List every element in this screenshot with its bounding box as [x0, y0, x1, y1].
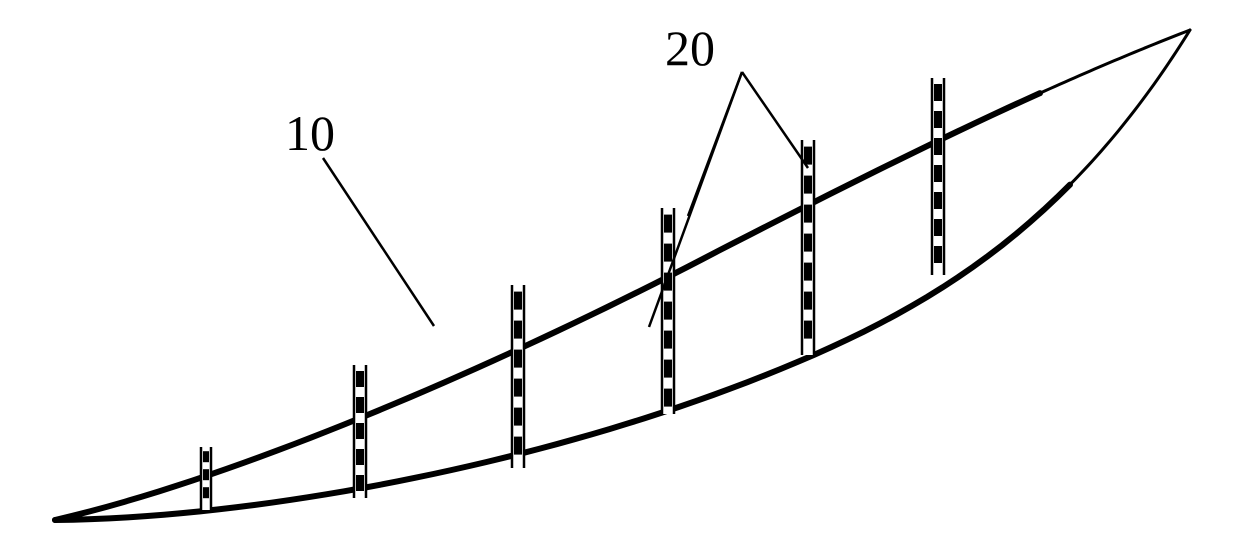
rib-dash: [804, 176, 812, 194]
rib-dash: [934, 84, 942, 101]
rib-dash: [804, 205, 812, 223]
rib-dash: [804, 292, 812, 310]
rib-4: [662, 208, 674, 414]
rib-dash: [934, 111, 942, 128]
rib-dash: [203, 487, 209, 498]
labels-group: 10 20: [285, 20, 808, 327]
rib-dash: [934, 138, 942, 155]
airfoil-outline: [55, 30, 1190, 520]
rib-dash: [514, 292, 522, 310]
label-10: 10: [285, 105, 335, 161]
rib-dash: [934, 246, 942, 263]
outline-top-tail: [1040, 30, 1190, 93]
rib-5: [802, 140, 814, 355]
rib-dash: [514, 321, 522, 339]
rib-dash: [514, 408, 522, 426]
leader-line-20-2: [688, 72, 742, 216]
rib-dash: [356, 475, 364, 491]
rib-dash: [934, 192, 942, 209]
rib-6: [932, 78, 944, 275]
leader-line-10: [323, 158, 434, 326]
rib-dash: [934, 219, 942, 236]
rib-dash: [664, 389, 672, 407]
rib-dash: [664, 215, 672, 233]
rib-dash: [804, 321, 812, 339]
rib-dash: [203, 469, 209, 480]
leader-line-20-3: [742, 72, 808, 168]
rib-3: [512, 285, 524, 468]
rib-2: [354, 365, 366, 498]
rib-dash: [514, 437, 522, 455]
rib-dash: [356, 449, 364, 465]
rib-dash: [356, 371, 364, 387]
rib-dash: [356, 423, 364, 439]
label-20: 20: [665, 20, 715, 76]
rib-dash: [664, 360, 672, 378]
rib-dash: [664, 331, 672, 349]
rib-dash: [664, 244, 672, 262]
rib-dash: [804, 234, 812, 252]
rib-dash: [934, 165, 942, 182]
rib-dash: [804, 263, 812, 281]
rib-dash: [664, 302, 672, 320]
rib-dash: [203, 451, 209, 462]
rib-1: [201, 447, 211, 510]
rib-dash: [514, 350, 522, 368]
rib-dash: [356, 397, 364, 413]
rib-dash: [514, 379, 522, 397]
